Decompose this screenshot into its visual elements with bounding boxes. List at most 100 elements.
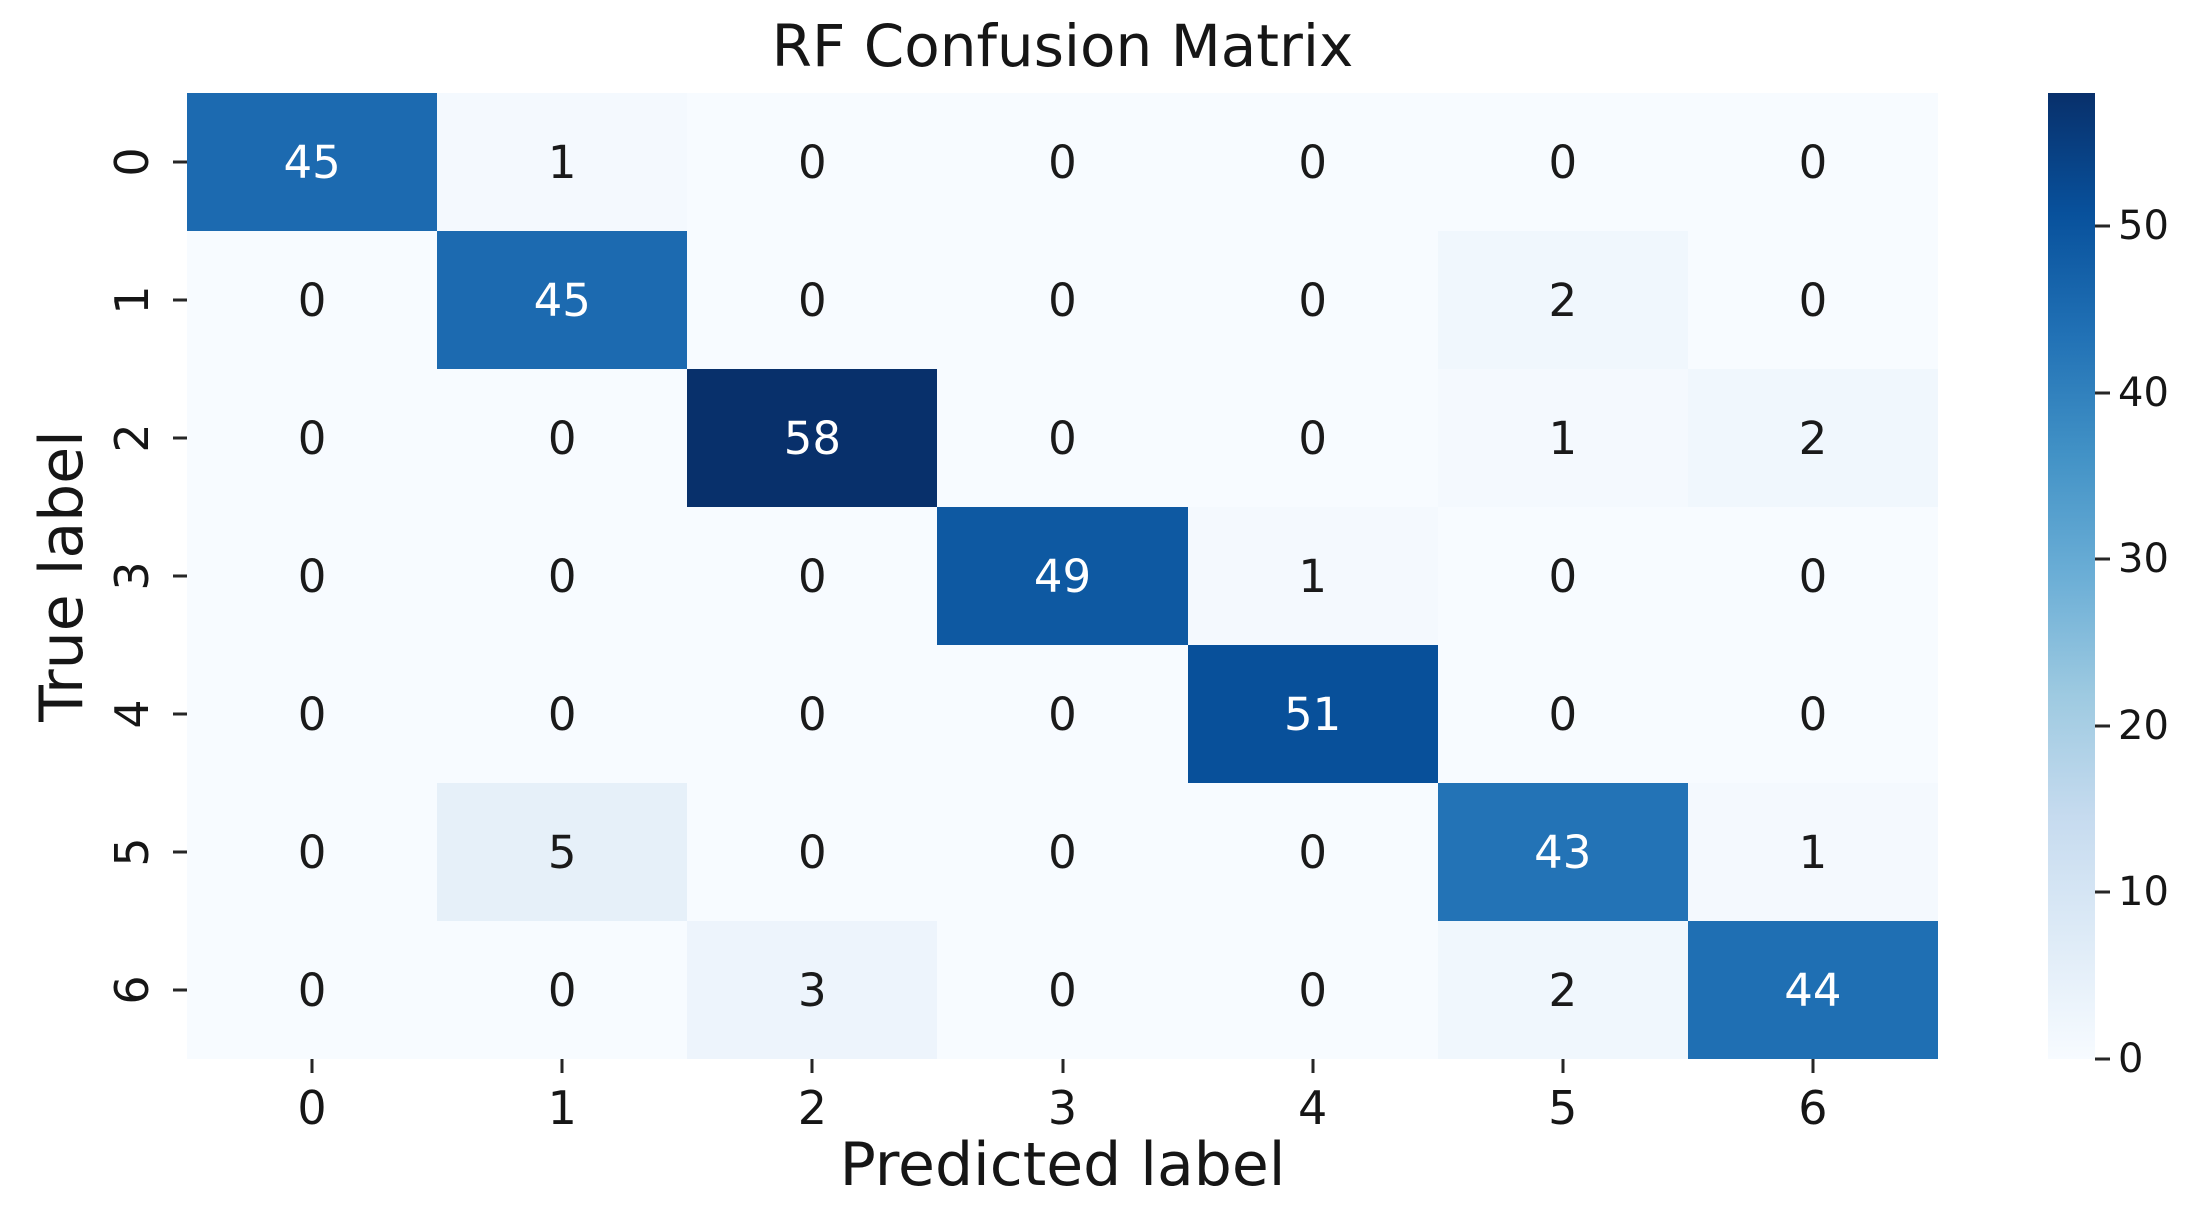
y-tick-mark: [173, 298, 187, 302]
cell-value: 0: [1298, 411, 1327, 465]
colorbar-tick-label: 30: [2118, 536, 2169, 583]
cell-value: 2: [1548, 273, 1578, 327]
cell-value: 45: [283, 135, 341, 189]
heatmap-cell: 45: [187, 93, 438, 231]
colorbar-tick-label: 20: [2118, 702, 2169, 749]
cell-value: 0: [1798, 687, 1828, 741]
cell-value: 0: [1298, 963, 1327, 1017]
colorbar-tick-mark: [2095, 224, 2110, 228]
cell-value: 3: [798, 963, 827, 1017]
cell-value: 0: [1548, 687, 1578, 741]
cell-value: 44: [1784, 963, 1842, 1017]
cell-value: 0: [1298, 135, 1327, 189]
cell-value: 5: [547, 825, 577, 879]
y-tick-label: 0: [105, 147, 159, 177]
chart-title: RF Confusion Matrix: [771, 12, 1354, 80]
cell-value: 0: [1798, 135, 1828, 189]
x-tick-mark: [1061, 1059, 1064, 1073]
y-tick-label: 4: [105, 699, 159, 729]
heatmap-cell: 0: [1187, 783, 1438, 921]
heatmap-cell: 0: [1687, 645, 1938, 783]
y-tick-label: 3: [105, 561, 159, 591]
colorbar-tick-mark: [2095, 557, 2110, 561]
cell-value: 0: [1048, 963, 1077, 1017]
heatmap-cell: 0: [1187, 369, 1438, 507]
heatmap-cell: 49: [937, 507, 1188, 645]
y-tick-mark: [173, 988, 187, 992]
colorbar-tick-label: 0: [2118, 1036, 2144, 1082]
cell-value: 2: [1798, 411, 1828, 465]
cell-value: 0: [297, 963, 327, 1017]
cell-value: 58: [783, 411, 841, 465]
cell-value: 0: [1048, 273, 1077, 327]
heatmap-cell: 0: [1187, 921, 1438, 1059]
x-tick-mark: [310, 1059, 314, 1073]
heatmap-cell: 0: [187, 645, 438, 783]
cell-value: 0: [798, 135, 827, 189]
y-tick-mark: [173, 850, 187, 854]
y-tick-mark: [173, 712, 187, 716]
x-tick-mark: [1561, 1059, 1565, 1073]
cell-value: 0: [297, 687, 327, 741]
heatmap-cell: 0: [937, 783, 1188, 921]
colorbar-tick-mark: [2095, 724, 2110, 728]
heatmap-cell: 2: [1437, 921, 1688, 1059]
x-tick-label: 3: [1047, 1081, 1078, 1135]
heatmap-cell: 0: [187, 783, 438, 921]
cell-value: 45: [533, 273, 591, 327]
cell-value: 0: [1548, 549, 1578, 603]
cell-value: 0: [547, 687, 577, 741]
heatmap-cell: 58: [687, 369, 938, 507]
colorbar-tick-label: 50: [2118, 203, 2169, 250]
y-tick-mark: [173, 436, 187, 440]
heatmap-cell: 0: [437, 507, 688, 645]
y-tick-label: 6: [105, 975, 159, 1005]
heatmap-cell: 0: [437, 645, 688, 783]
cell-value: 0: [1298, 825, 1327, 879]
cell-value: 0: [1548, 135, 1578, 189]
heatmap-cell: 0: [937, 921, 1188, 1059]
heatmap-cell: 0: [187, 369, 438, 507]
x-axis-label: Predicted label: [839, 1130, 1286, 1200]
colorbar-tick-mark: [2095, 391, 2110, 395]
y-tick-mark: [173, 160, 187, 164]
heatmap-cell: 0: [1437, 507, 1688, 645]
heatmap-cell: 0: [437, 369, 688, 507]
heatmap-grid: 45 1 0 0 0 0 0 0 45 0 0 0 2 0 0 0 58 0 0 1 2 0 0 0 49 1 0 0 0 0 0 0 51 0 0…: [187, 93, 1938, 1059]
cell-value: 43: [1534, 825, 1592, 879]
x-tick-label: 1: [547, 1081, 577, 1135]
heatmap-cell: 1: [1437, 369, 1688, 507]
heatmap-cell: 51: [1187, 645, 1438, 783]
heatmap-cell: 0: [687, 507, 938, 645]
cell-value: 0: [1798, 549, 1828, 603]
y-tick-label: 1: [105, 285, 159, 315]
heatmap-cell: 1: [1187, 507, 1438, 645]
cell-value: 0: [1048, 825, 1077, 879]
x-tick-mark: [810, 1059, 814, 1073]
heatmap-cell: 45: [437, 231, 688, 369]
heatmap-cell: 44: [1687, 921, 1938, 1059]
cell-value: 0: [1798, 273, 1828, 327]
heatmap-cell: 1: [1687, 783, 1938, 921]
x-tick-label: 5: [1548, 1081, 1578, 1135]
x-tick-mark: [1311, 1059, 1315, 1073]
x-tick-label: 6: [1798, 1081, 1828, 1135]
heatmap-cell: 0: [1437, 93, 1688, 231]
heatmap-cell: 1: [437, 93, 688, 231]
heatmap-cell: 5: [437, 783, 688, 921]
cell-value: 0: [297, 273, 327, 327]
heatmap-cell: 0: [687, 231, 938, 369]
y-tick-label: 5: [105, 837, 159, 867]
cell-value: 0: [297, 825, 327, 879]
cell-value: 0: [1048, 411, 1077, 465]
cell-value: 0: [297, 549, 327, 603]
heatmap-cell: 0: [1687, 231, 1938, 369]
cell-value: 0: [798, 549, 827, 603]
colorbar: [2048, 93, 2095, 1059]
heatmap-cell: 0: [687, 783, 938, 921]
heatmap-cell: 43: [1437, 783, 1688, 921]
cell-value: 0: [798, 273, 827, 327]
heatmap-cell: 3: [687, 921, 938, 1059]
heatmap-cell: 0: [1687, 507, 1938, 645]
heatmap-cell: 0: [687, 645, 938, 783]
